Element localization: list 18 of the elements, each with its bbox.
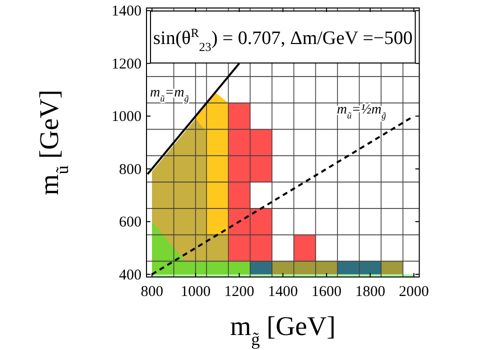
bar [294, 234, 316, 262]
y-tick-label: 1400 [112, 4, 142, 20]
x-tick-label: 1000 [180, 284, 211, 300]
bar [250, 261, 272, 274]
x-axis-title: m$_{g̃}$ [GeV] [230, 311, 336, 349]
y-tick-label: 800 [119, 162, 142, 178]
x-tick-label: 1200 [224, 284, 254, 300]
x-tick-label: 1600 [312, 284, 342, 300]
text: sin(θ$^{R}$$_{23}$) = 0.707, Δm/GeV =−500 [153, 26, 413, 54]
y-tick-label: 600 [119, 214, 142, 231]
y-tick-label: 1200 [112, 56, 142, 72]
x-tick-label: 800 [140, 284, 164, 300]
bar [381, 261, 403, 274]
y-tick-label: 400 [119, 267, 142, 284]
y-tick-label: 1000 [112, 109, 142, 126]
x-tick-label: 1800 [355, 284, 386, 300]
x-tick-label: 2000 [398, 284, 429, 300]
x-tick-label: 1400 [268, 284, 298, 300]
